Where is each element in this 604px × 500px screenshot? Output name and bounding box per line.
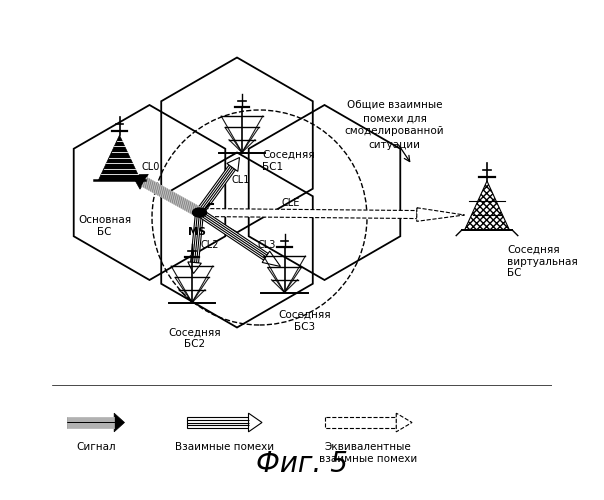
Polygon shape [248,413,262,432]
Text: Соседняя
виртуальная
БС: Соседняя виртуальная БС [507,245,578,278]
Text: Сигнал: Сигнал [76,442,115,452]
Polygon shape [262,251,280,266]
Polygon shape [464,181,509,230]
Polygon shape [132,174,148,189]
Text: CL2: CL2 [201,240,219,250]
Polygon shape [142,178,202,217]
Polygon shape [188,262,201,274]
Text: Соседняя
БС1: Соседняя БС1 [262,150,315,172]
Text: Соседняя
БС2: Соседняя БС2 [168,328,221,349]
Text: Эквивалентные
взаимные помехи: Эквивалентные взаимные помехи [319,442,417,464]
Polygon shape [187,417,248,428]
Ellipse shape [193,208,207,217]
Polygon shape [98,135,141,180]
Polygon shape [199,208,417,218]
Polygon shape [114,413,124,432]
Polygon shape [417,208,464,222]
Text: MS: MS [188,226,206,236]
Polygon shape [191,212,204,263]
Text: Взаимные помехи: Взаимные помехи [175,442,274,452]
Text: Соседняя
БС3: Соседняя БС3 [278,310,331,332]
Text: Фиг. 5: Фиг. 5 [256,450,348,477]
Polygon shape [67,417,114,428]
Text: CL0: CL0 [142,162,161,172]
Polygon shape [198,209,268,260]
Text: CLE: CLE [282,198,300,208]
Polygon shape [226,158,240,172]
Polygon shape [196,165,236,215]
Polygon shape [324,417,396,428]
Text: Основная
БС: Основная БС [78,215,131,236]
Text: Общие взаимные
помехи для
смоделированной
ситуации: Общие взаимные помехи для смоделированно… [345,100,445,150]
Text: CL3: CL3 [257,240,275,250]
Polygon shape [396,413,412,432]
Text: CL1: CL1 [232,175,251,185]
